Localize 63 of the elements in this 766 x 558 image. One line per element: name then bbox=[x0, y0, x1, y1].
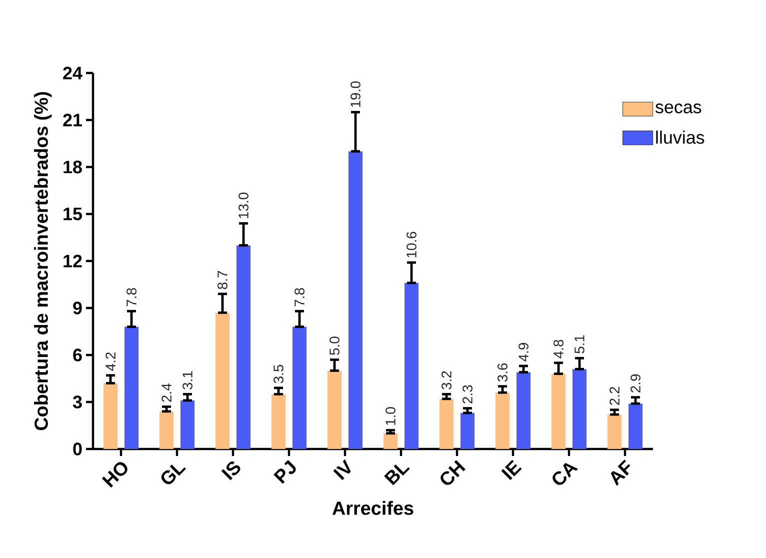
x-tick-label: PJ bbox=[274, 460, 296, 484]
x-axis-title: Arrecifes bbox=[332, 501, 414, 515]
x-tick-label: BL bbox=[384, 464, 410, 486]
x-tick-label: IS bbox=[221, 461, 240, 480]
y-tick-label: 12 bbox=[64, 254, 82, 268]
bar bbox=[124, 326, 138, 449]
y-tick-label: 15 bbox=[64, 208, 82, 220]
bar bbox=[160, 411, 174, 449]
data-label: 3.1 bbox=[182, 371, 192, 390]
y-tick-label: 6 bbox=[73, 348, 82, 362]
bar bbox=[628, 404, 643, 449]
bar bbox=[236, 245, 251, 449]
y-axis-title: Cobertura de macroinvertebrados (%) bbox=[34, 92, 52, 430]
data-label: 4.8 bbox=[554, 340, 564, 358]
bar bbox=[216, 312, 230, 449]
data-label: 19.0 bbox=[350, 81, 360, 107]
data-label: 5.1 bbox=[574, 335, 584, 354]
data-label: 3.6 bbox=[498, 363, 508, 382]
bar bbox=[552, 374, 566, 449]
data-label: 3.2 bbox=[442, 371, 452, 390]
bar bbox=[104, 383, 118, 449]
bar bbox=[384, 433, 398, 449]
bar bbox=[608, 414, 622, 449]
x-tick-label: HO bbox=[102, 462, 128, 488]
bar bbox=[460, 412, 475, 449]
bar bbox=[292, 326, 307, 449]
bar bbox=[440, 398, 454, 449]
bar bbox=[516, 372, 531, 449]
data-label: 4.2 bbox=[106, 352, 116, 371]
data-label: 4.9 bbox=[518, 343, 528, 362]
data-label: 2.3 bbox=[462, 385, 472, 404]
y-tick-label: 9 bbox=[73, 302, 82, 314]
y-tick-label: 21 bbox=[63, 114, 82, 126]
x-tick-label: IE bbox=[501, 460, 522, 480]
bar bbox=[348, 151, 363, 449]
bar bbox=[404, 282, 419, 449]
bar bbox=[180, 400, 195, 449]
data-label: 2.2 bbox=[610, 386, 620, 405]
bar bbox=[496, 392, 510, 449]
x-tick-label: CA bbox=[552, 462, 578, 485]
data-label: 8.7 bbox=[218, 271, 228, 290]
bar bbox=[272, 394, 286, 449]
data-label: 3.5 bbox=[274, 364, 284, 384]
x-tick-label: GL bbox=[161, 464, 186, 484]
bar bbox=[572, 369, 587, 449]
data-label: 7.8 bbox=[126, 288, 136, 306]
data-label: 2.4 bbox=[162, 384, 172, 402]
y-tick-label: 24 bbox=[63, 66, 82, 80]
legend-label: lluvias bbox=[656, 130, 704, 144]
data-label: 2.9 bbox=[630, 374, 640, 392]
data-label: 7.8 bbox=[294, 288, 304, 306]
y-tick-label: 3 bbox=[72, 396, 82, 408]
legend-label: secas bbox=[655, 103, 702, 114]
y-tick-label: 18 bbox=[64, 160, 82, 174]
data-label: 1.0 bbox=[386, 407, 396, 425]
y-tick-label: 0 bbox=[73, 442, 82, 456]
data-label: 10.6 bbox=[406, 232, 416, 258]
data-label: 13.0 bbox=[238, 192, 248, 218]
data-label: 5.0 bbox=[330, 336, 340, 355]
x-tick-label: CH bbox=[440, 460, 466, 485]
x-tick-label: IV bbox=[333, 459, 351, 480]
x-tick-label: AF bbox=[610, 460, 630, 486]
bar bbox=[328, 370, 342, 449]
